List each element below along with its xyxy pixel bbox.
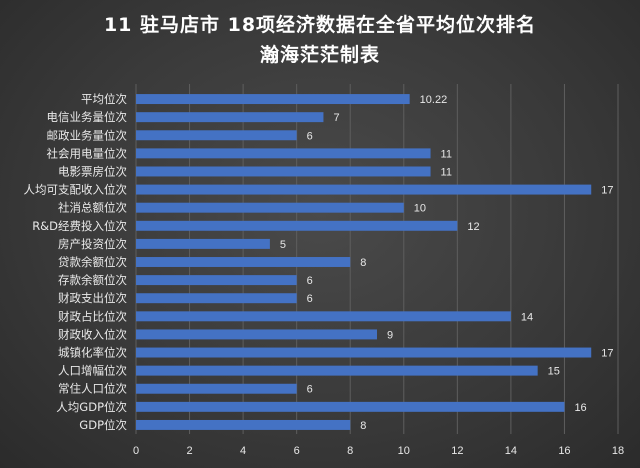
bar <box>136 202 404 213</box>
grid-lines <box>135 84 619 434</box>
data-label: 10 <box>414 203 426 215</box>
data-label: 12 <box>467 221 479 233</box>
x-tick-label: 0 <box>133 445 139 457</box>
data-label: 10.22 <box>420 94 448 106</box>
bar <box>136 275 297 286</box>
bar <box>136 365 538 376</box>
x-tick-label: 14 <box>505 445 517 457</box>
labels: 0 2 4 6 8 10 12 14 16 18 平均位次 10.22 电信业务量位次 7 邮政业务量位次 6… <box>24 92 625 457</box>
data-label: 15 <box>548 366 560 378</box>
category-label: 人均GDP位次 <box>56 400 127 414</box>
bar <box>136 329 377 340</box>
x-tick-label: 12 <box>451 445 463 457</box>
data-label: 17 <box>601 185 613 197</box>
chart-title: 11 驻马店市 18项经济数据在全省平均位次排名 <box>103 14 537 36</box>
data-label: 11 <box>441 166 452 178</box>
bar <box>136 148 431 159</box>
category-label: 人口增幅位次 <box>58 364 127 378</box>
x-tick-label: 18 <box>612 445 624 457</box>
bar <box>136 383 297 394</box>
x-tick-label: 10 <box>398 445 410 457</box>
x-tick-label: 4 <box>240 445 246 457</box>
x-tick-label: 8 <box>347 445 353 457</box>
data-label: 6 <box>307 384 313 396</box>
data-label: 8 <box>360 257 366 269</box>
category-label: 财政收入位次 <box>58 327 127 341</box>
category-label: 财政占比位次 <box>58 309 127 323</box>
data-label: 5 <box>280 239 286 251</box>
x-tick-label: 6 <box>294 445 300 457</box>
bars <box>136 94 592 430</box>
category-label: 常住人口位次 <box>58 382 127 396</box>
category-label: 存款余额位次 <box>58 273 127 287</box>
data-label: 6 <box>307 130 313 142</box>
data-label: 7 <box>333 112 339 124</box>
bar <box>136 238 270 249</box>
category-label: GDP位次 <box>79 418 127 432</box>
category-label: R&D经费投入位次 <box>32 219 127 233</box>
category-label: 贷款余额位次 <box>58 255 127 269</box>
data-label: 6 <box>307 275 313 287</box>
x-tick-label: 2 <box>186 445 192 457</box>
chart-subtitle: 瀚海茫茫制表 <box>259 44 380 66</box>
category-label: 邮政业务量位次 <box>47 128 128 142</box>
x-tick-label: 16 <box>558 445 570 457</box>
category-label: 电信业务量位次 <box>47 110 128 124</box>
category-label: 财政支出位次 <box>58 291 127 305</box>
data-label: 16 <box>574 402 586 414</box>
category-label: 社消总额位次 <box>58 201 127 215</box>
data-label: 9 <box>387 329 393 341</box>
data-label: 6 <box>307 293 313 305</box>
data-label: 14 <box>521 311 533 323</box>
bar <box>136 94 410 105</box>
data-label: 11 <box>441 148 452 160</box>
bar <box>136 347 592 358</box>
category-label: 社会用电量位次 <box>47 146 128 160</box>
category-label: 人均可支配收入位次 <box>24 183 128 197</box>
bar <box>136 401 565 412</box>
bar <box>136 293 297 304</box>
bar <box>136 220 458 231</box>
bar <box>136 184 592 195</box>
category-label: 平均位次 <box>81 92 127 106</box>
data-label: 17 <box>601 348 613 360</box>
bar <box>136 112 324 123</box>
bar <box>136 419 351 430</box>
data-label: 8 <box>360 420 366 432</box>
bar <box>136 257 351 267</box>
bar <box>136 130 297 141</box>
category-label: 城镇化率位次 <box>58 346 127 360</box>
category-label: 房产投资位次 <box>58 237 127 251</box>
bar <box>136 311 511 322</box>
bar <box>136 166 431 177</box>
category-label: 电影票房位次 <box>58 164 127 178</box>
